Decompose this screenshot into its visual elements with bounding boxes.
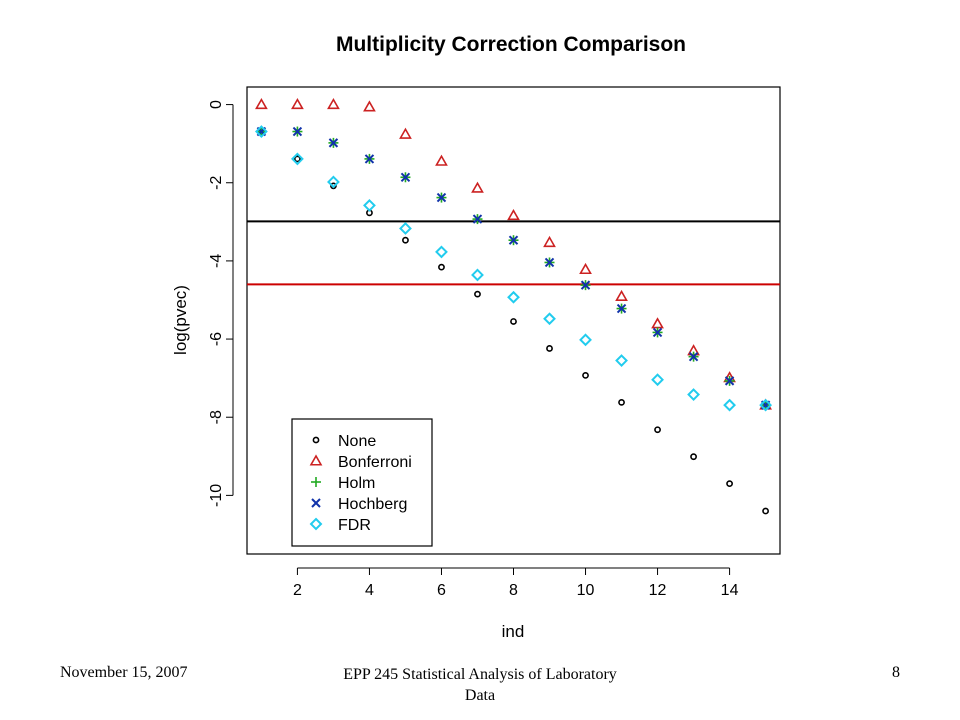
none-point bbox=[438, 263, 445, 271]
none-point bbox=[546, 345, 553, 352]
none-point bbox=[402, 236, 409, 244]
none-point bbox=[582, 372, 589, 379]
hochberg-point bbox=[616, 303, 627, 314]
fdr-point bbox=[543, 312, 556, 326]
hochberg-point bbox=[472, 214, 483, 224]
legend-label: Holm bbox=[338, 475, 375, 492]
bonferroni-point bbox=[471, 181, 484, 193]
hochberg-point bbox=[436, 192, 447, 203]
fdr-point bbox=[471, 268, 484, 282]
none-point bbox=[618, 398, 625, 406]
bonferroni-point bbox=[291, 97, 304, 110]
fdr-point bbox=[363, 198, 376, 212]
fdr-point bbox=[327, 175, 340, 189]
x-tick-label: 4 bbox=[365, 582, 374, 599]
x-tick-label: 6 bbox=[437, 582, 446, 599]
footer-page-number: 8 bbox=[892, 664, 900, 681]
bonferroni-point bbox=[615, 289, 628, 302]
hochberg-point bbox=[292, 126, 303, 137]
fdr-point bbox=[723, 398, 736, 412]
none-point bbox=[294, 155, 301, 163]
y-axis-label: log(pvec) bbox=[171, 285, 190, 355]
x-tick-label: 10 bbox=[577, 582, 595, 599]
fdr-point bbox=[435, 245, 448, 259]
legend: None Bonferroni Holm Hochberg FDR bbox=[291, 418, 433, 547]
axes: 2 4 6 8 10 12 14 0 -2 -4 -6 -8 -10 bbox=[208, 100, 739, 599]
fdr-point bbox=[291, 152, 304, 166]
bonferroni-point bbox=[399, 127, 412, 139]
y-tick-label: 0 bbox=[208, 100, 225, 109]
x-tick-label: 14 bbox=[721, 582, 739, 599]
legend-box bbox=[291, 418, 433, 547]
fdr-point bbox=[615, 354, 628, 367]
bonferroni-point bbox=[435, 154, 448, 166]
holm-legend-marker bbox=[311, 477, 321, 487]
y-tick-label: -10 bbox=[208, 484, 225, 507]
bonferroni-point bbox=[255, 97, 268, 110]
hochberg-point bbox=[364, 154, 375, 164]
fdr-point bbox=[759, 398, 773, 412]
bonferroni-point bbox=[507, 208, 520, 221]
y-tick-label: -6 bbox=[208, 332, 225, 346]
hochberg-point bbox=[544, 257, 555, 268]
legend-label: None bbox=[338, 433, 376, 450]
hochberg-point bbox=[508, 235, 519, 245]
x-tick-label: 2 bbox=[293, 582, 302, 599]
fdr-point bbox=[579, 333, 592, 347]
legend-label: Bonferroni bbox=[338, 454, 412, 471]
bonferroni-legend-marker bbox=[309, 454, 323, 466]
none-point bbox=[726, 480, 733, 488]
hochberg-point bbox=[652, 327, 663, 338]
fdr-point bbox=[507, 290, 520, 304]
legend-label: FDR bbox=[338, 517, 371, 534]
reference-lines bbox=[247, 220, 780, 286]
none-point bbox=[330, 182, 337, 190]
fdr-point bbox=[651, 373, 664, 387]
footer-date: November 15, 2007 bbox=[60, 664, 188, 681]
y-tick-label: -8 bbox=[208, 410, 225, 424]
none-legend-marker bbox=[312, 436, 320, 444]
y-tick-label: -4 bbox=[208, 254, 225, 268]
data-points bbox=[254, 97, 773, 515]
none-point bbox=[474, 290, 481, 298]
bonferroni-point bbox=[327, 97, 340, 110]
none-point bbox=[510, 318, 517, 325]
fdr-point bbox=[399, 222, 412, 235]
hochberg-point bbox=[400, 172, 411, 182]
hochberg-legend-marker bbox=[311, 498, 321, 508]
x-tick-label: 8 bbox=[509, 582, 518, 599]
hochberg-point bbox=[688, 351, 699, 362]
chart: Multiplicity Correction Comparison 2 4 6 8 1… bbox=[171, 33, 781, 641]
none-point bbox=[654, 426, 661, 434]
fdr-point bbox=[254, 125, 268, 138]
bonferroni-point bbox=[363, 100, 376, 112]
hochberg-point bbox=[328, 138, 339, 148]
fdr-legend-marker bbox=[309, 517, 323, 531]
bonferroni-point bbox=[579, 262, 592, 275]
bonferroni-point bbox=[543, 235, 556, 248]
hochberg-point bbox=[724, 376, 735, 386]
none-point bbox=[762, 507, 769, 515]
hochberg-point bbox=[580, 280, 591, 290]
y-tick-label: -2 bbox=[208, 176, 225, 190]
chart-title: Multiplicity Correction Comparison bbox=[336, 33, 686, 56]
footer-course: EPP 245 Statistical Analysis of Laborato… bbox=[343, 666, 617, 704]
none-point bbox=[690, 453, 697, 461]
x-axis-label: ind bbox=[502, 622, 525, 641]
x-tick-label: 12 bbox=[649, 582, 667, 599]
legend-label: Hochberg bbox=[338, 496, 407, 513]
fdr-point bbox=[687, 388, 700, 401]
plot-frame bbox=[246, 86, 781, 555]
bonferroni-point bbox=[651, 317, 664, 329]
